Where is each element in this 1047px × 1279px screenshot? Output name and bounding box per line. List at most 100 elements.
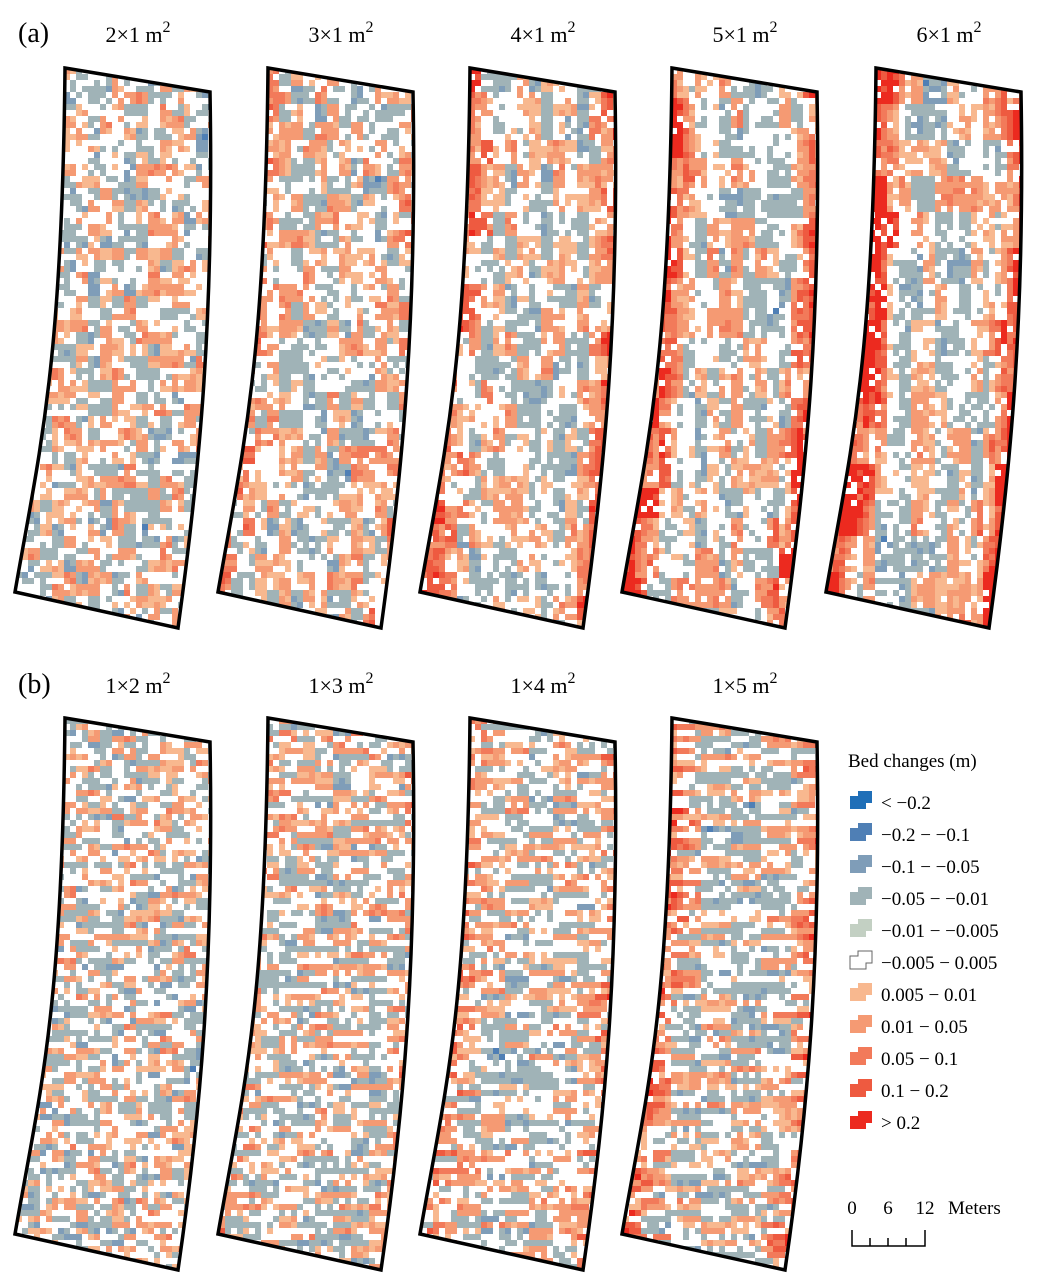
map-cell: [237, 98, 243, 104]
map-cell: [184, 326, 190, 332]
map-cell: [297, 428, 303, 434]
map-cell: [100, 332, 106, 338]
map-cell: [399, 572, 405, 578]
map-cell: [339, 392, 345, 398]
map-cell: [94, 362, 100, 368]
map-cell: [357, 434, 363, 440]
map-cell: [208, 524, 214, 530]
map-cell: [393, 404, 399, 410]
map-cell: [249, 560, 255, 566]
map-cell: [267, 170, 273, 176]
map-cell: [505, 242, 511, 248]
map-cell: [261, 374, 267, 380]
map-cell: [445, 188, 451, 194]
map-cell: [333, 584, 339, 590]
map-cell: [387, 128, 393, 134]
map-cell: [40, 338, 46, 344]
map-cell: [100, 194, 106, 200]
map-cell: [196, 284, 202, 290]
map-cell: [118, 218, 124, 224]
map-cell: [369, 272, 375, 278]
map-cell: [10, 158, 16, 164]
map-cell: [243, 542, 249, 548]
map-cell: [399, 122, 405, 128]
map-cell: [375, 368, 381, 374]
map-cell: [142, 236, 148, 242]
map-cell: [375, 524, 381, 530]
map-cell: [399, 302, 405, 308]
map-cell: [106, 524, 112, 530]
map-cell: [219, 596, 225, 602]
map-cell: [70, 164, 76, 170]
map-cell: [130, 416, 136, 422]
map-cell: [327, 584, 333, 590]
map-cell: [136, 224, 142, 230]
map-cell: [601, 242, 607, 248]
map-cell: [82, 626, 88, 632]
map-cell: [34, 98, 40, 104]
map-cell: [202, 80, 208, 86]
map-cell: [214, 440, 220, 446]
map-cell: [285, 542, 291, 548]
map-cell: [100, 296, 106, 302]
map-cell: [387, 434, 393, 440]
map-cell: [154, 92, 160, 98]
map-cell: [225, 74, 231, 80]
map-cell: [46, 86, 52, 92]
map-cell: [208, 416, 214, 422]
map-cell: [136, 140, 142, 146]
map-cell: [481, 218, 487, 224]
map-cell: [469, 242, 475, 248]
map-cell: [196, 140, 202, 146]
map-cell: [64, 596, 70, 602]
map-cell: [267, 218, 273, 224]
map-cell: [76, 242, 82, 248]
map-cell: [291, 332, 297, 338]
map-cell: [357, 350, 363, 356]
map-cell: [535, 254, 541, 260]
map-cell: [571, 68, 577, 74]
map-cell: [381, 560, 387, 566]
map-cell: [511, 164, 517, 170]
map-cell: [130, 524, 136, 530]
map-cell: [291, 224, 297, 230]
map-cell: [34, 68, 40, 74]
map-cell: [10, 422, 16, 428]
map-cell: [40, 566, 46, 572]
map-cell: [136, 242, 142, 248]
map-cell: [381, 446, 387, 452]
map-cell: [112, 206, 118, 212]
map-cell: [88, 320, 94, 326]
map-cell: [417, 104, 423, 110]
map-cell: [190, 206, 196, 212]
map-cell: [34, 614, 40, 620]
map-cell: [363, 590, 369, 596]
map-cell: [469, 224, 475, 230]
map-cell: [237, 194, 243, 200]
map-cell: [393, 170, 399, 176]
map-cell: [40, 386, 46, 392]
map-cell: [58, 446, 64, 452]
map-cell: [517, 248, 523, 254]
map-cell: [142, 530, 148, 536]
map-cell: [76, 398, 82, 404]
map-cell: [136, 134, 142, 140]
map-cell: [559, 212, 565, 218]
map-cell: [16, 98, 22, 104]
map-cell: [291, 356, 297, 362]
map-cell: [16, 86, 22, 92]
map-cell: [70, 386, 76, 392]
map-cell: [213, 116, 219, 122]
map-cell: [273, 506, 279, 512]
map-cell: [124, 326, 130, 332]
map-cell: [315, 458, 321, 464]
map-cell: [297, 422, 303, 428]
map-cell: [607, 140, 613, 146]
map-cell: [321, 266, 327, 272]
map-cell: [100, 308, 106, 314]
map-cell: [154, 266, 160, 272]
map-cell: [345, 530, 351, 536]
map-cell: [451, 164, 457, 170]
map-cell: [357, 158, 363, 164]
map-cell: [369, 332, 375, 338]
